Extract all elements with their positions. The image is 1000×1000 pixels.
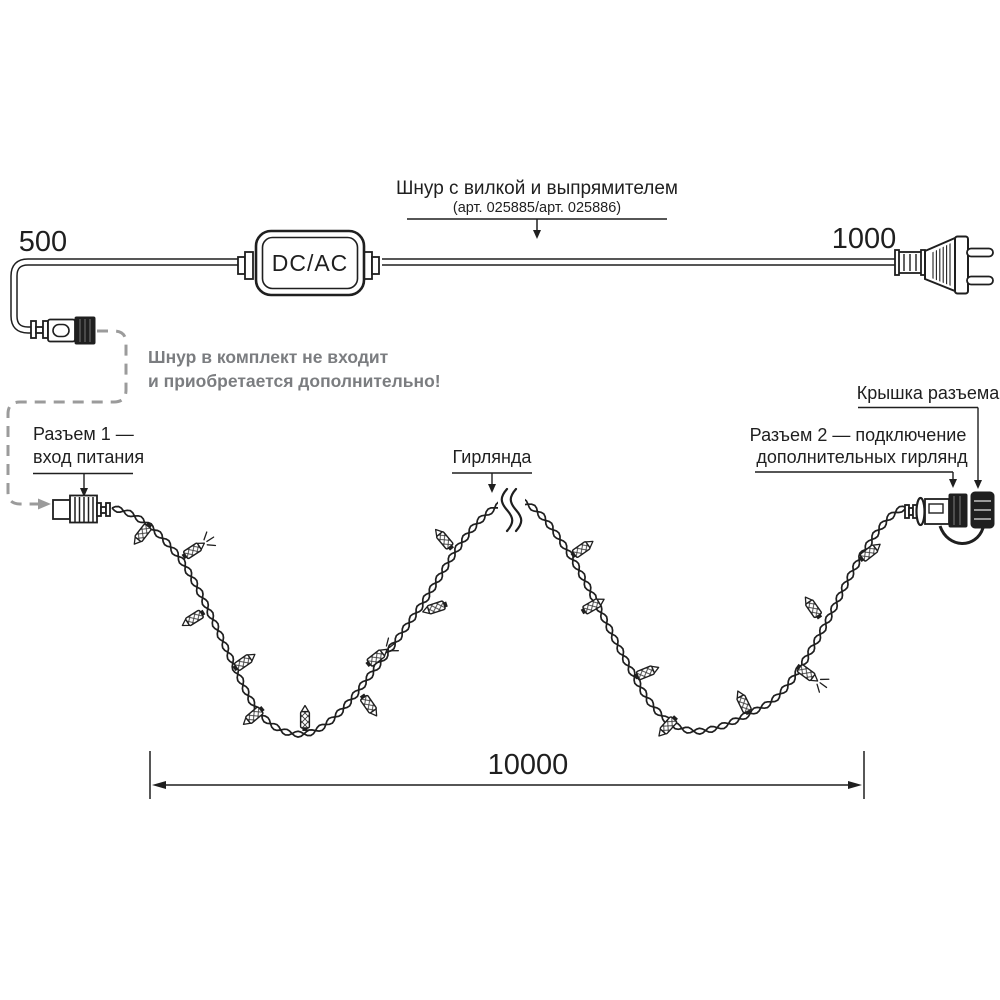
garland-strand — [111, 496, 910, 738]
cord-subtitle: (арт. 025885/арт. 025886) — [453, 200, 621, 216]
led-bulb-icon — [133, 522, 153, 545]
led-bulb-icon — [736, 690, 752, 716]
connector2-label-line2: дополнительных гирлянд — [756, 447, 968, 467]
garland-wire — [111, 486, 910, 738]
garland-bulbs — [133, 522, 881, 737]
not-included-note: Шнур в комплект не входит и приобретаетс… — [148, 347, 441, 391]
dashed-connection-path — [6, 329, 128, 510]
cord-title: Шнур с вилкой и выпрямителем — [396, 178, 678, 199]
connector2-label: Разъем 2 — подключение дополнительных ги… — [750, 425, 968, 488]
dashed-arrowhead — [38, 498, 51, 510]
connector2 — [904, 491, 995, 545]
garland-strand — [111, 497, 910, 737]
connector1 — [52, 494, 111, 524]
garland-label-text: Гирлянда — [453, 447, 533, 467]
led-bulb-icon — [570, 540, 594, 559]
power-cord — [10, 258, 899, 334]
garland-twisted-strands — [111, 496, 910, 738]
connector1-label-line2: вход питания — [33, 447, 144, 467]
led-bulb-icon — [181, 609, 206, 627]
cap-leash — [938, 525, 985, 545]
adapter-label: DC/AC — [272, 250, 349, 276]
note-line1: Шнур в комплект не входит — [148, 347, 389, 367]
led-bulb-icon — [804, 596, 823, 620]
break-mark — [498, 486, 525, 533]
led-bulb-icon — [634, 665, 660, 681]
led-bulb-icon — [242, 706, 265, 726]
dimension-10000: 10000 — [149, 749, 865, 799]
note-line2: и приобретается дополнительно! — [148, 371, 441, 391]
connector1-label: Разъем 1 — вход питания — [33, 424, 144, 497]
led-bulb-icon — [232, 653, 256, 672]
dc-ac-adapter: DC/AC — [237, 229, 380, 297]
led-bulb-icon — [299, 704, 311, 731]
cap-label-text: Крышка разъема — [857, 383, 1000, 403]
garland-label: Гирлянда — [452, 447, 532, 493]
led-bulb-icon — [580, 598, 605, 615]
connector1-label-line1: Разъем 1 — — [33, 424, 134, 444]
length-500-label: 500 — [19, 226, 67, 258]
length-1000-label: 1000 — [832, 223, 897, 255]
led-bulb-icon — [359, 693, 378, 717]
led-bulb-icon — [365, 637, 399, 668]
led-bulb-icon — [181, 531, 217, 560]
led-bulb-icon — [658, 715, 678, 737]
cord-leader-label: Шнур с вилкой и выпрямителем (арт. 02588… — [396, 178, 678, 239]
cap-label: Крышка разъема — [857, 383, 1000, 489]
connector-black-cap — [74, 316, 96, 345]
led-bulb-icon — [422, 600, 448, 615]
connector2-label-line1: Разъем 2 — подключение — [750, 425, 967, 445]
cord-output-connector — [30, 316, 96, 345]
power-plug-icon — [894, 235, 994, 295]
led-bulb-icon — [858, 543, 881, 563]
connector2-cap — [970, 491, 995, 529]
led-bulb-icon — [434, 528, 454, 551]
led-bulb-icon — [795, 663, 830, 693]
total-length-label: 10000 — [488, 749, 569, 781]
